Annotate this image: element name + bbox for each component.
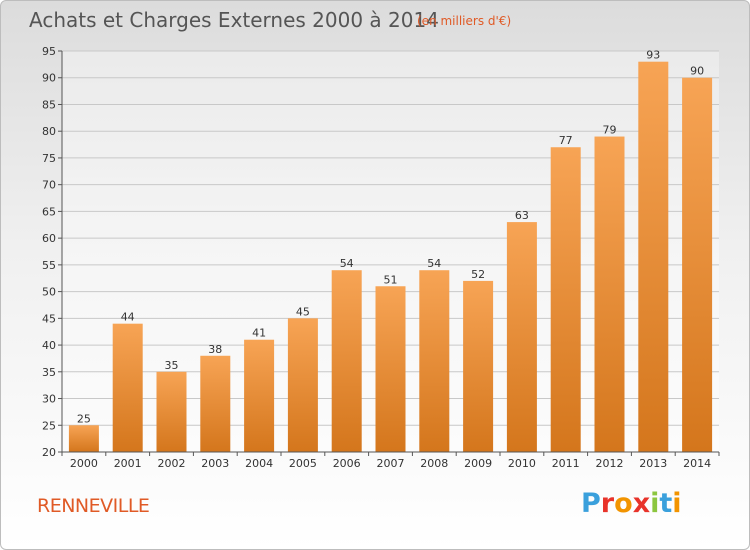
logo-letter: x (632, 488, 651, 519)
value-label: 90 (690, 65, 704, 78)
logo-letter: r (600, 488, 615, 519)
value-label: 41 (252, 327, 266, 340)
bar-2005 (287, 318, 318, 452)
bar-2006 (331, 270, 362, 452)
x-tick-label: 2002 (158, 457, 186, 470)
x-tick-label: 2005 (289, 457, 317, 470)
y-tick-label: 65 (42, 205, 56, 218)
logo-letter: P (581, 488, 601, 519)
logo-letter: o (614, 488, 633, 519)
bar-2002 (156, 371, 187, 452)
x-tick-label: 2006 (333, 457, 361, 470)
bar-2009 (463, 280, 494, 452)
bar-2011 (550, 147, 581, 453)
bar-2007 (375, 286, 406, 452)
y-tick-label: 60 (42, 232, 56, 245)
x-tick-label: 2007 (377, 457, 405, 470)
value-label: 35 (165, 359, 179, 372)
logo-letter: i (672, 488, 682, 519)
y-tick-label: 55 (42, 259, 56, 272)
y-tick-label: 85 (42, 98, 56, 111)
value-label: 77 (559, 134, 573, 147)
bar-2001 (112, 323, 143, 452)
x-tick-label: 2000 (70, 457, 98, 470)
y-tick-label: 40 (42, 339, 56, 352)
bar-2014 (682, 77, 713, 452)
value-label: 79 (603, 124, 617, 137)
value-label: 44 (121, 311, 135, 324)
x-tick-label: 2013 (639, 457, 667, 470)
y-tick-label: 45 (42, 312, 56, 325)
x-tick-label: 2008 (420, 457, 448, 470)
x-tick-label: 2001 (114, 457, 142, 470)
bar-2008 (419, 270, 450, 452)
x-tick-label: 2010 (508, 457, 536, 470)
value-label: 54 (427, 257, 441, 270)
value-label: 51 (384, 273, 398, 286)
bar-2003 (200, 355, 231, 452)
bar-2013 (638, 61, 669, 453)
y-tick-label: 25 (42, 419, 56, 432)
logo-letter: i (650, 488, 660, 519)
chart-subtitle: (en milliers d'€) (417, 14, 512, 28)
x-tick-label: 2004 (245, 457, 273, 470)
y-tick-label: 30 (42, 393, 56, 406)
y-tick-label: 75 (42, 152, 56, 165)
y-tick-label: 50 (42, 286, 56, 299)
value-label: 25 (77, 412, 91, 425)
logo-letter: t (659, 488, 673, 519)
bar-2004 (244, 339, 275, 452)
value-label: 63 (515, 209, 529, 222)
y-tick-label: 90 (42, 72, 56, 85)
y-tick-label: 80 (42, 125, 56, 138)
chart-title: Achats et Charges Externes 2000 à 2014 (29, 8, 439, 32)
proxiti-logo: Proxiti (581, 488, 682, 519)
value-label: 54 (340, 257, 354, 270)
x-tick-label: 2003 (201, 457, 229, 470)
bar-2000 (68, 425, 99, 452)
x-tick-label: 2009 (464, 457, 492, 470)
x-tick-label: 2014 (683, 457, 711, 470)
y-tick-label: 20 (42, 446, 56, 459)
x-tick-label: 2012 (596, 457, 624, 470)
bar-2010 (506, 222, 537, 452)
value-label: 52 (471, 268, 485, 281)
bar-2012 (594, 136, 625, 452)
y-tick-label: 95 (42, 45, 56, 58)
value-label: 45 (296, 305, 310, 318)
value-label: 38 (208, 343, 222, 356)
y-tick-label: 35 (42, 366, 56, 379)
x-tick-label: 2011 (552, 457, 580, 470)
y-tick-label: 70 (42, 179, 56, 192)
value-label: 93 (646, 49, 660, 62)
city-name: RENNEVILLE (37, 495, 150, 517)
